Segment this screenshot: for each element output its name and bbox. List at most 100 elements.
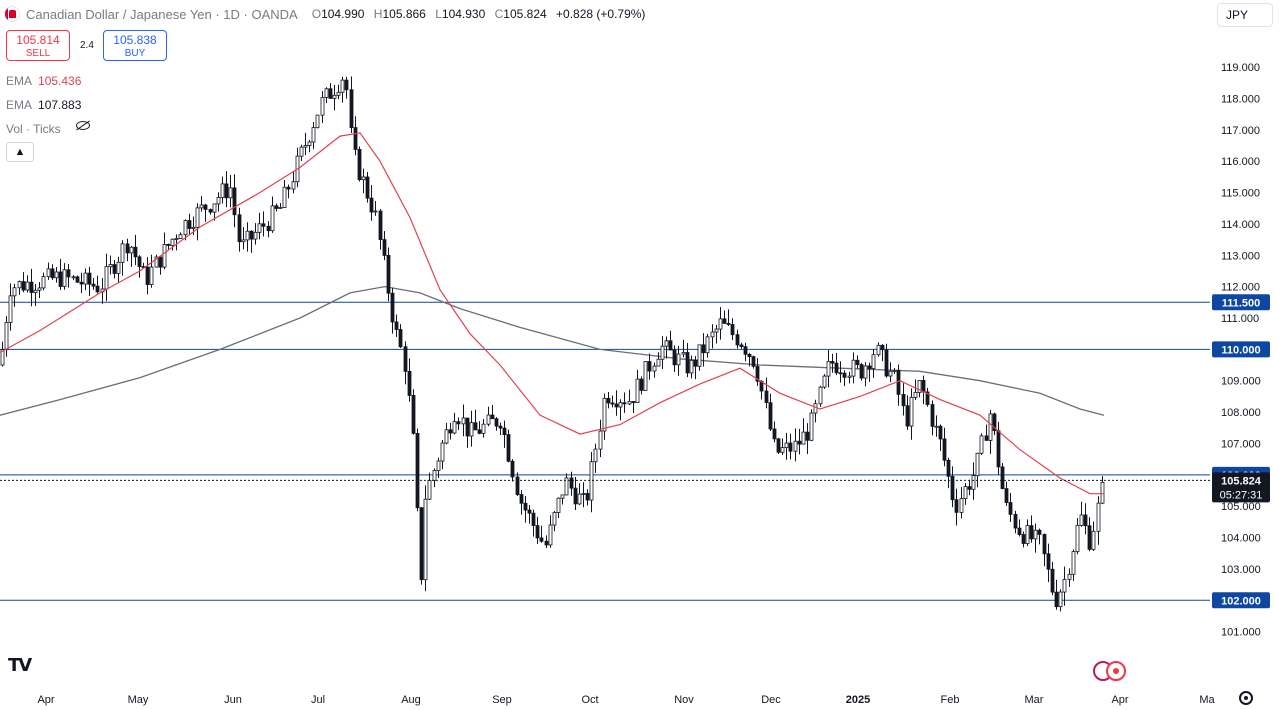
candle-body <box>548 524 553 546</box>
candle <box>66 264 71 288</box>
candle <box>593 443 598 473</box>
candle <box>108 255 113 275</box>
candle-body <box>1091 530 1096 550</box>
candle-body <box>378 210 383 240</box>
candle-body <box>91 283 96 287</box>
indicator-ema-slow[interactable]: EMA 107.883 <box>6 98 82 112</box>
candle-body <box>104 266 109 290</box>
candle <box>867 362 872 382</box>
candle <box>481 418 486 438</box>
settings-gear-icon[interactable] <box>1239 691 1253 705</box>
candle-body <box>560 494 565 499</box>
candle <box>58 258 63 290</box>
candle <box>747 352 752 367</box>
candle-body <box>834 362 839 374</box>
candle <box>448 422 453 440</box>
candle-body <box>755 365 760 382</box>
hidden-eye-icon[interactable] <box>76 121 90 130</box>
candle-body <box>299 146 304 157</box>
candle-body <box>403 346 408 372</box>
candle-body <box>149 266 154 285</box>
candle <box>332 85 337 111</box>
candle <box>125 238 130 262</box>
candle-body <box>788 442 793 452</box>
indicator-volume[interactable]: Vol · Ticks <box>6 122 61 136</box>
candle-body <box>494 418 499 427</box>
price-tick-label: 115.000 <box>1221 188 1260 200</box>
candle <box>681 339 686 358</box>
candle-body <box>527 509 532 514</box>
candle-body <box>614 403 619 408</box>
candle-body <box>818 386 823 405</box>
candle <box>12 283 17 307</box>
candle-body <box>382 239 387 256</box>
candle <box>158 256 163 275</box>
candle-body <box>361 176 366 181</box>
candle-body <box>71 276 76 279</box>
candle-body <box>1042 534 1047 555</box>
candle <box>1000 462 1005 490</box>
buy-button[interactable]: 105.838 BUY <box>103 30 167 61</box>
candle-body <box>203 204 208 210</box>
candle <box>726 309 731 327</box>
candle <box>1033 523 1038 553</box>
candle-body <box>726 322 731 325</box>
candle-body <box>220 183 225 198</box>
candle <box>909 388 914 440</box>
candle-body <box>174 238 179 240</box>
candle-body <box>83 272 88 285</box>
candle-body <box>888 370 893 377</box>
candle <box>776 437 781 455</box>
candle-body <box>925 391 930 405</box>
events-icon[interactable] <box>1093 661 1129 683</box>
candle-body <box>751 356 756 367</box>
candle <box>498 422 503 436</box>
candle-body <box>531 512 536 526</box>
symbol-title[interactable]: Canadian Dollar / Japanese Yen · 1D · OA… <box>26 6 298 22</box>
candle <box>813 399 818 423</box>
candle-body <box>502 427 507 435</box>
candle <box>270 196 275 233</box>
candle <box>963 483 968 505</box>
candle-body <box>41 276 46 289</box>
candle-body <box>992 413 997 432</box>
candle-body <box>822 375 827 388</box>
candle <box>1100 476 1105 505</box>
candle-body <box>452 421 457 434</box>
candle-body <box>407 370 412 396</box>
candle <box>394 314 399 337</box>
candle-body <box>784 442 789 449</box>
price-tick-label: 107.000 <box>1221 438 1261 450</box>
candle <box>631 401 636 414</box>
candle <box>486 406 491 427</box>
sell-button[interactable]: 105.814 SELL <box>6 30 70 61</box>
candle <box>46 262 51 280</box>
spread-value: 2.4 <box>80 40 94 51</box>
candle-body <box>224 183 229 199</box>
candle-body <box>315 114 320 129</box>
candle-body <box>805 431 810 441</box>
candle <box>295 147 300 188</box>
candle-body <box>519 494 524 504</box>
candle <box>979 433 984 456</box>
candle-body <box>1067 573 1072 580</box>
collapse-legend-button[interactable]: ▲ <box>6 142 34 162</box>
candle <box>0 341 5 367</box>
candle-body <box>539 537 544 542</box>
price-tick-label: 109.000 <box>1221 376 1261 388</box>
candle <box>527 504 532 524</box>
candle <box>228 175 233 208</box>
candle <box>469 410 474 447</box>
candle-body <box>672 349 677 366</box>
currency-selector[interactable]: JPY <box>1217 3 1273 27</box>
candle-body <box>1071 551 1076 575</box>
candle-body <box>772 428 777 440</box>
price-tick-label: 108.000 <box>1221 407 1261 419</box>
candle-body <box>950 475 955 501</box>
candle-body <box>589 461 594 501</box>
candle <box>1042 533 1047 567</box>
candle <box>598 419 603 458</box>
indicator-ema-fast[interactable]: EMA 105.436 <box>6 74 82 88</box>
candle-body <box>79 281 84 285</box>
